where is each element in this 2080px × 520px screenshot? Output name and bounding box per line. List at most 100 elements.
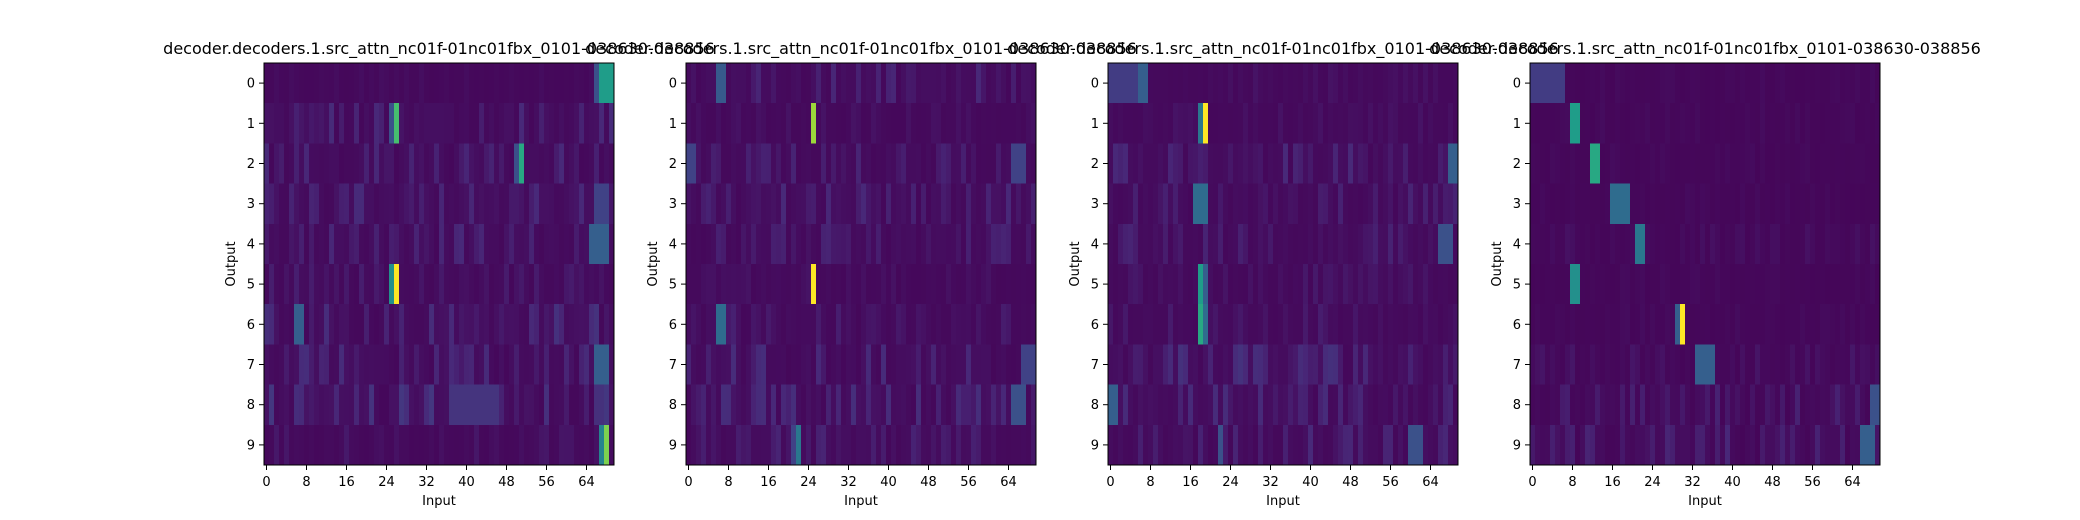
heatmap-cell	[1258, 264, 1264, 305]
heatmap-cell	[1670, 63, 1676, 104]
heatmap-cell	[901, 424, 907, 466]
heatmap-cell	[1750, 344, 1756, 385]
heatmap-cell	[319, 384, 325, 426]
heatmap-cell	[1875, 223, 1881, 265]
heatmap-cell	[1423, 63, 1429, 104]
heatmap-cell	[1288, 304, 1294, 345]
heatmap-cell	[746, 183, 752, 225]
heatmap-cell	[1775, 63, 1781, 104]
heatmap-cell	[716, 384, 722, 426]
heatmap-cell	[1293, 143, 1299, 184]
heatmap-cell	[1373, 304, 1379, 345]
heatmap-cell	[1670, 103, 1676, 144]
heatmap-cell	[1448, 223, 1454, 265]
heatmap-cell	[821, 63, 827, 104]
heatmap-panel-1: 0 8 16 24 32 40 48 56 640123456789InputOutputdec…	[163, 39, 715, 509]
heatmap-cell	[1223, 424, 1229, 466]
heatmap-cell	[946, 143, 952, 184]
heatmap-cell	[726, 264, 732, 305]
heatmap-cell	[1620, 384, 1626, 426]
heatmap-cell	[711, 223, 717, 265]
heatmap-cell	[1148, 103, 1154, 144]
heatmap-cell	[1383, 384, 1389, 426]
heatmap-cell	[1760, 143, 1766, 184]
heatmap-cell	[1403, 304, 1409, 345]
heatmap-cells	[1108, 63, 1459, 466]
heatmap-cell	[1218, 304, 1224, 345]
heatmap-cell	[594, 143, 600, 184]
heatmap-cell	[956, 304, 962, 345]
heatmap-cell	[1163, 384, 1169, 426]
heatmap-cell	[1795, 63, 1801, 104]
heatmap-cell	[1268, 304, 1274, 345]
heatmap-cell	[1253, 344, 1259, 385]
heatmap-cell	[1870, 183, 1876, 225]
heatmap-cell	[1575, 264, 1581, 305]
heatmap-cell	[264, 424, 270, 466]
heatmap-cell	[956, 344, 962, 385]
heatmap-cell	[1233, 103, 1239, 144]
heatmap-cell	[1780, 424, 1786, 466]
heatmap-cell	[1655, 304, 1661, 345]
heatmap-cell	[1610, 63, 1616, 104]
heatmap-cell	[1620, 424, 1626, 466]
heatmap-cell	[1448, 103, 1454, 144]
heatmap-cell	[1765, 63, 1771, 104]
heatmap-cell	[1453, 103, 1459, 144]
heatmap-cell	[1011, 223, 1017, 265]
heatmap-cell	[901, 304, 907, 345]
heatmap-cell	[544, 183, 550, 225]
heatmap-cell	[1343, 143, 1349, 184]
heatmap-cell	[459, 344, 465, 385]
heatmap-cell	[1408, 384, 1414, 426]
heatmap-cell	[1031, 304, 1037, 345]
heatmap-cell	[1550, 384, 1556, 426]
heatmap-cell	[1313, 143, 1319, 184]
heatmap-cell	[1238, 424, 1244, 466]
heatmap-cell	[1298, 344, 1304, 385]
heatmap-cell	[1630, 424, 1636, 466]
heatmap-cell	[801, 103, 807, 144]
heatmap-cell	[1615, 63, 1621, 104]
heatmap-cell	[906, 183, 912, 225]
heatmap-cell	[314, 63, 320, 104]
heatmap-cell	[1740, 344, 1746, 385]
heatmap-cell	[404, 264, 410, 305]
heatmap-cell	[811, 223, 817, 265]
heatmap-cell	[1565, 183, 1571, 225]
heatmap-cell	[1550, 223, 1556, 265]
heatmap-cell	[1448, 264, 1454, 305]
heatmap-cell	[574, 344, 580, 385]
heatmap-cell	[1133, 63, 1139, 104]
heatmap-cell	[1780, 264, 1786, 305]
heatmap-cell	[1740, 223, 1746, 265]
heatmap-cell	[414, 344, 420, 385]
heatmap-cell	[334, 384, 340, 426]
heatmap-cell	[1860, 264, 1866, 305]
heatmap-cell	[911, 63, 917, 104]
heatmap-cell	[746, 63, 752, 104]
heatmap-cell	[1705, 264, 1711, 305]
heatmap-cell	[1353, 344, 1359, 385]
heatmap-cell	[956, 223, 962, 265]
heatmap-cell	[549, 223, 555, 265]
heatmap-cell	[1830, 344, 1836, 385]
heatmap-cell	[766, 223, 772, 265]
heatmap-cell	[1745, 304, 1751, 345]
heatmap-cell	[334, 63, 340, 104]
x-tick-label: 32	[418, 475, 435, 490]
heatmap-cell	[1203, 384, 1209, 426]
heatmap-cell	[796, 344, 802, 385]
heatmap-cell	[1755, 384, 1761, 426]
heatmap-cell	[1308, 143, 1314, 184]
heatmap-cell	[891, 143, 897, 184]
heatmap-cell	[534, 304, 540, 345]
heatmap-cell	[1800, 143, 1806, 184]
heatmap-cell	[1313, 183, 1319, 225]
heatmap-cell	[1393, 264, 1399, 305]
heatmap-cell	[1590, 344, 1596, 385]
heatmap-cell	[1795, 424, 1801, 466]
heatmap-cell	[956, 424, 962, 466]
heatmap-cell	[1630, 103, 1636, 144]
heatmap-cell	[1243, 63, 1249, 104]
